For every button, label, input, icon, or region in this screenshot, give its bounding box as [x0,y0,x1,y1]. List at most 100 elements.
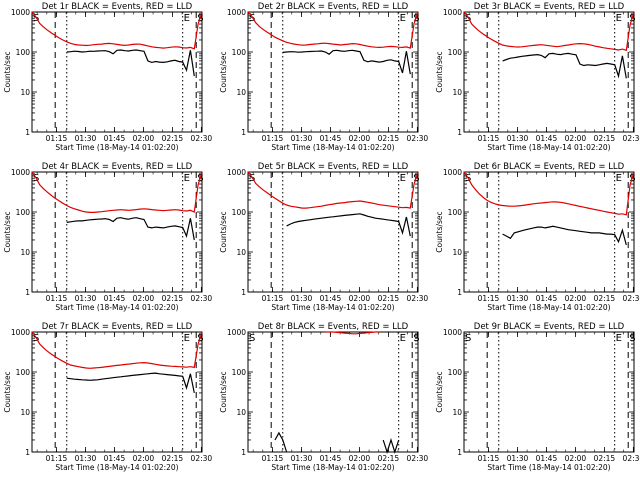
x-tick-label: 02:15 [378,454,400,463]
x-tick-label: 02:00 [565,134,587,143]
x-tick-label: 01:15 [478,454,500,463]
chart-title: Det 9r BLACK = Events, RED = LLD [474,322,625,332]
x-tick-label: 02:00 [349,454,371,463]
events-series-line [66,217,195,241]
y-axis-label: Counts/sec [435,51,444,92]
y-tick-label: 100 [232,368,247,377]
x-tick-label: 02:30 [407,294,429,303]
x-tick-label: 02:00 [349,134,371,143]
y-tick-label: 10 [236,248,246,257]
plot-frame [247,331,419,453]
marker-e: E [400,13,406,24]
y-tick-label: 1 [457,128,462,137]
x-tick-label: 02:00 [133,134,155,143]
x-tick-label: 02:00 [133,454,155,463]
y-tick-label: 1 [241,128,246,137]
y-tick-label: 1 [457,448,462,457]
lld-series-line [31,331,203,369]
x-tick-label: 01:15 [262,294,284,303]
x-axis-label: Start Time (18-May-14 01:02:20) [55,303,178,312]
x-tick-label: 02:30 [623,294,640,303]
y-tick-label: 10 [452,88,462,97]
plot-frame [463,171,635,293]
x-axis-label: Start Time (18-May-14 01:02:20) [271,143,394,152]
y-tick-label: 1000 [443,168,462,177]
lld-series-line [247,11,419,49]
x-tick-label: 01:45 [104,454,126,463]
x-tick-label: 01:45 [536,294,558,303]
x-tick-label: 01:30 [507,454,529,463]
y-tick-label: 1000 [11,328,30,337]
y-axis-label: Counts/sec [219,371,228,412]
y-tick-label: 1000 [443,328,462,337]
x-tick-label: 01:30 [291,454,313,463]
y-tick-label: 1 [25,128,30,137]
marker-s: S [249,13,255,24]
x-tick-label: 01:30 [291,134,313,143]
y-tick-label: 100 [16,368,31,377]
x-tick-label: 02:30 [623,134,640,143]
x-tick-label: 02:00 [133,294,155,303]
x-tick-label: 01:30 [291,294,313,303]
x-tick-label: 02:30 [191,134,213,143]
y-axis-label: Counts/sec [3,211,12,252]
y-tick-label: 10 [452,408,462,417]
x-tick-label: 01:45 [536,454,558,463]
events-series-line [286,213,411,237]
y-tick-label: 10 [20,408,30,417]
plot-frame [247,11,419,133]
y-axis-label: Counts/sec [219,51,228,92]
lld-series-line [31,171,203,213]
y-tick-label: 10 [236,88,246,97]
marker-e: E [184,13,190,24]
x-tick-label: 02:15 [162,454,184,463]
y-tick-label: 100 [448,368,463,377]
marker-e: E [184,173,190,184]
y-tick-label: 1 [457,288,462,297]
events-series-line [66,372,195,394]
x-tick-label: 01:15 [478,134,500,143]
x-tick-label: 01:45 [320,454,342,463]
chart-title: Det 7r BLACK = Events, RED = LLD [42,322,193,332]
x-tick-label: 01:45 [104,134,126,143]
x-tick-label: 02:00 [349,294,371,303]
x-tick-label: 02:00 [565,454,587,463]
y-tick-label: 100 [232,208,247,217]
chart-panel-2: Det 2r BLACK = Events, RED = LLD 1 10 100 10… [219,2,428,152]
marker-s: S [465,333,471,344]
x-tick-label: 02:30 [623,454,640,463]
y-tick-label: 100 [232,48,247,57]
y-tick-label: 10 [20,248,30,257]
x-tick-label: 01:30 [75,294,97,303]
y-tick-label: 1 [25,448,30,457]
events-series-line [502,52,627,79]
marker-e: E [184,333,190,344]
chart-title: Det 8r BLACK = Events, RED = LLD [258,322,409,332]
x-axis-label: Start Time (18-May-14 01:02:20) [487,463,610,472]
y-tick-label: 10 [236,408,246,417]
marker-e: E [400,173,406,184]
x-tick-label: 01:45 [104,294,126,303]
x-axis-label: Start Time (18-May-14 01:02:20) [271,463,394,472]
y-tick-label: 1000 [227,8,246,17]
events-series-line [66,49,195,77]
y-axis-label: Counts/sec [435,211,444,252]
x-tick-label: 02:30 [191,454,213,463]
x-tick-label: 01:15 [46,294,68,303]
marker-e: E [616,13,622,24]
y-tick-label: 1000 [227,328,246,337]
x-tick-label: 01:15 [46,134,68,143]
chart-title: Det 3r BLACK = Events, RED = LLD [474,2,625,12]
x-tick-label: 01:30 [507,294,529,303]
chart-panel-4: Det 4r BLACK = Events, RED = LLD 1 10 100 10… [3,162,212,312]
x-tick-label: 02:30 [407,134,429,143]
x-tick-label: 01:15 [478,294,500,303]
chart-panel-8: Det 8r BLACK = Events, RED = LLD 1 10 100 10… [219,322,428,472]
x-tick-label: 01:15 [262,134,284,143]
marker-s: S [249,333,255,344]
marker-s: S [629,333,635,344]
y-tick-label: 10 [20,88,30,97]
y-axis-label: Counts/sec [219,211,228,252]
y-axis-label: Counts/sec [3,371,12,412]
x-axis-label: Start Time (18-May-14 01:02:20) [55,463,178,472]
